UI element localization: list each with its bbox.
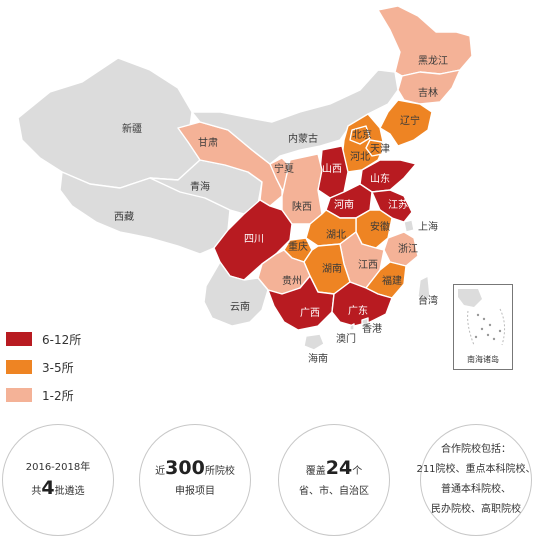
province-yunnan [203, 261, 269, 327]
province-macau [349, 323, 355, 331]
label-ningxia: 宁夏 [274, 162, 294, 175]
label-liaoning: 辽宁 [400, 114, 420, 127]
label-hainan: 海南 [308, 352, 328, 365]
stat-number: 300 [165, 457, 205, 479]
legend: 6-12所 3-5所 1-2所 [6, 325, 81, 409]
province-liaoning [379, 99, 433, 147]
label-shaanxi: 陕西 [292, 200, 312, 213]
stat-number: 4 [41, 477, 55, 499]
label-shanxi: 山西 [322, 163, 342, 175]
stat-text: 批遴选 [54, 486, 85, 497]
label-yunnan: 云南 [230, 300, 250, 313]
label-jiangsu: 江苏 [388, 198, 408, 211]
label-hongkong: 香港 [362, 323, 382, 335]
province-xinjiang [17, 57, 201, 189]
stat-circle-partners: 合作院校包括： 211院校、重点本科院校、 普通本科院校、 民办院校、高职院校 [416, 424, 536, 536]
label-heilongjiang: 黑龙江 [418, 54, 448, 67]
legend-label: 6-12所 [42, 332, 82, 347]
legend-label: 3-5所 [42, 360, 74, 375]
label-taiwan: 台湾 [418, 294, 438, 307]
stat-text: 近 [155, 466, 166, 477]
label-tianjin: 天津 [370, 143, 390, 155]
province-hainan [303, 333, 325, 351]
partners-line: 211院校、重点本科院校、 [416, 464, 536, 475]
label-hunan: 湖南 [322, 262, 342, 275]
label-macau: 澳门 [336, 332, 356, 345]
partners-line: 普通本科院校、 [441, 484, 511, 495]
stat-number: 24 [325, 457, 353, 479]
legend-item: 1-2所 [6, 381, 81, 409]
label-qinghai: 青海 [190, 180, 210, 193]
province-taiwan [417, 275, 431, 305]
label-anhui: 安徽 [370, 220, 390, 233]
province-shanghai [403, 219, 415, 233]
stat-circle-schools: 近300所院校 申报项目 [139, 424, 251, 536]
label-fujian: 福建 [382, 274, 402, 287]
label-zhejiang: 浙江 [398, 243, 418, 255]
label-gansu: 甘肃 [198, 136, 218, 149]
partners-line: 民办院校、高职院校 [431, 504, 521, 515]
stat-line: 覆盖24个 [306, 458, 362, 482]
stat-line: 申报项目 [175, 482, 215, 502]
label-hebei: 河北 [350, 151, 370, 163]
stat-text: 个 [352, 466, 363, 477]
stat-circle-batches: 2016-2018年 共4批遴选 [2, 424, 114, 536]
label-guangdong: 广东 [348, 304, 368, 317]
label-hubei: 湖北 [326, 229, 346, 241]
legend-item: 3-5所 [6, 353, 81, 381]
inset-label: 南海诸岛 [467, 355, 499, 364]
label-jilin: 吉林 [418, 86, 438, 99]
label-sichuan: 四川 [244, 234, 264, 245]
stat-text: 2016-2018年 [25, 462, 91, 473]
stat-line: 共4批遴选 [31, 478, 84, 502]
stat-line: 省、市、自治区 [299, 482, 369, 502]
partners-title: 合作院校包括： [441, 444, 511, 455]
label-guizhou: 贵州 [282, 274, 302, 287]
legend-swatch [6, 332, 32, 346]
china-map: 新疆 西藏 青海 甘肃 内蒙古 黑龙江 吉林 辽宁 河北 北京 天津 山西 山东… [17, 5, 513, 370]
label-guangxi: 广西 [300, 307, 320, 319]
label-jiangxi: 江西 [358, 259, 378, 271]
label-shanghai: 上海 [418, 220, 438, 233]
province-neimenggu [191, 69, 399, 165]
label-xizang: 西藏 [114, 211, 134, 223]
label-henan: 河南 [334, 198, 354, 211]
label-chongqing: 重庆 [288, 240, 308, 253]
province-hongkong [361, 317, 369, 325]
province-tianjin [365, 139, 383, 157]
legend-label: 1-2所 [42, 388, 74, 403]
legend-swatch [6, 360, 32, 374]
label-beijing: 北京 [352, 128, 372, 141]
legend-item: 6-12所 [6, 325, 81, 353]
label-shandong: 山东 [370, 172, 390, 185]
stat-text: 覆盖 [305, 466, 326, 477]
label-neimenggu: 内蒙古 [288, 132, 318, 145]
stat-circle-coverage: 覆盖24个 省、市、自治区 [278, 424, 390, 536]
province-beijing [349, 125, 371, 145]
stat-line: 2016-2018年 [26, 458, 91, 478]
stat-line: 近300所院校 [155, 458, 235, 482]
map-svg: 新疆 西藏 青海 甘肃 内蒙古 黑龙江 吉林 辽宁 河北 北京 天津 山西 山东… [17, 5, 473, 365]
south-china-sea-inset: 南海诸岛 [453, 284, 513, 370]
province-zhejiang [383, 231, 419, 267]
legend-swatch [6, 388, 32, 402]
province-hubei [305, 209, 357, 247]
province-jilin [397, 69, 461, 105]
province-qinghai [149, 159, 263, 215]
stat-text: 共 [31, 486, 42, 497]
stat-text: 申报项目 [175, 486, 215, 497]
label-xinjiang: 新疆 [122, 122, 142, 135]
inset-islands-graphic [458, 289, 506, 346]
province-guangdong [331, 281, 393, 327]
stat-text: 省、市、自治区 [299, 486, 369, 497]
stat-text: 所院校 [204, 466, 235, 477]
